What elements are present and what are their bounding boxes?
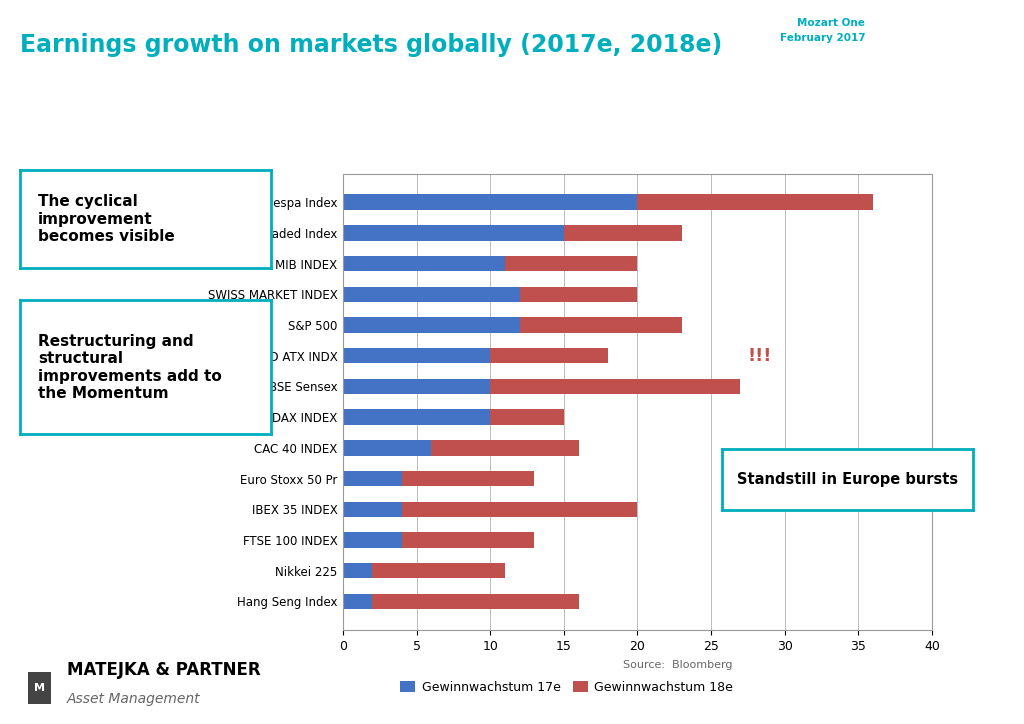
Bar	[343, 348, 490, 363]
Text: Earnings growth on markets globally (2017e, 2018e): Earnings growth on markets globally (201…	[20, 33, 723, 56]
Bar	[343, 471, 401, 487]
Text: !!!: !!!	[748, 347, 772, 365]
Text: M: M	[35, 683, 45, 693]
Text: Source:  Bloomberg: Source: Bloomberg	[623, 660, 732, 670]
Bar	[343, 287, 520, 302]
Bar	[343, 440, 431, 455]
Bar	[343, 195, 637, 210]
Bar	[401, 471, 535, 487]
Bar	[343, 594, 373, 609]
Text: The cyclical
improvement
becomes visible: The cyclical improvement becomes visible	[38, 194, 175, 244]
Text: Mozart One: Mozart One	[798, 18, 865, 28]
Bar	[373, 594, 579, 609]
Bar	[490, 379, 740, 394]
Bar	[343, 563, 373, 578]
Bar	[520, 317, 682, 333]
Bar	[431, 440, 579, 455]
Bar	[343, 532, 401, 548]
Text: Restructuring and
structural
improvements add to
the Momentum: Restructuring and structural improvement…	[38, 334, 222, 401]
Bar	[564, 225, 682, 240]
Bar	[401, 532, 535, 548]
Bar	[505, 256, 637, 272]
Bar	[637, 195, 872, 210]
Bar	[520, 287, 637, 302]
Bar	[401, 502, 637, 517]
Bar	[343, 410, 490, 425]
Bar	[29, 672, 51, 704]
Bar	[343, 502, 401, 517]
Bar	[490, 348, 608, 363]
Bar	[373, 563, 505, 578]
Bar	[343, 256, 505, 272]
Text: MATEJKA & PARTNER: MATEJKA & PARTNER	[67, 661, 260, 679]
Legend: Gewinnwachstum 17e, Gewinnwachstum 18e: Gewinnwachstum 17e, Gewinnwachstum 18e	[395, 676, 738, 699]
Bar	[343, 225, 564, 240]
Bar	[343, 317, 520, 333]
Bar	[490, 410, 564, 425]
Text: Asset Management: Asset Management	[67, 692, 200, 706]
Text: February 2017: February 2017	[779, 33, 865, 43]
Text: Standstill in Europe bursts: Standstill in Europe bursts	[737, 472, 957, 487]
Text: 18/25: 18/25	[882, 19, 929, 33]
Bar	[343, 379, 490, 394]
